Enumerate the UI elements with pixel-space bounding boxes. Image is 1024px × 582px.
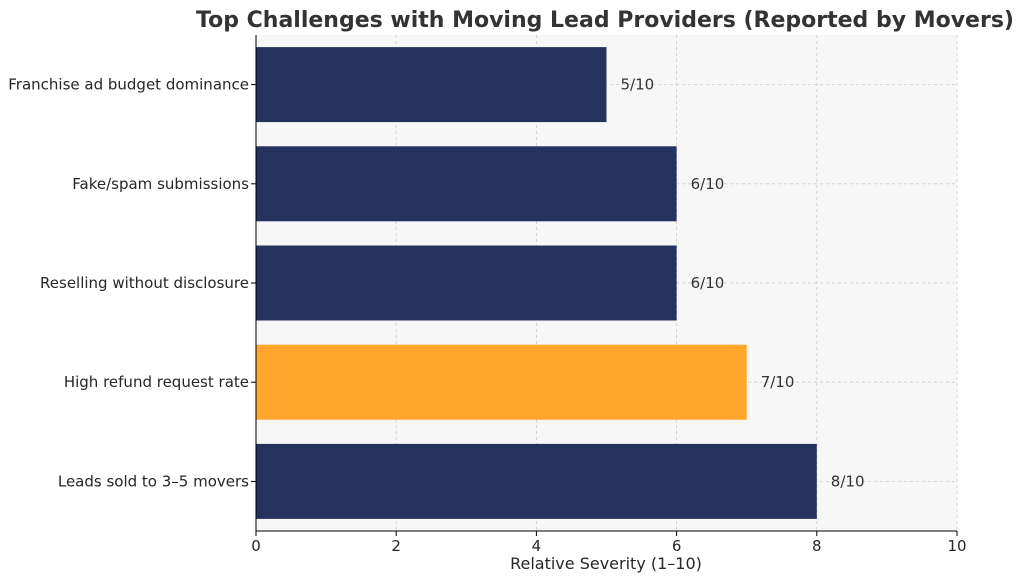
category-label: Fake/spam submissions — [72, 175, 249, 193]
x-tick-label: 4 — [532, 537, 542, 555]
x-tick-label: 8 — [812, 537, 822, 555]
category-label: High refund request rate — [64, 373, 249, 391]
bar — [256, 245, 677, 321]
data-label: 6/10 — [691, 274, 725, 292]
chart-title: Top Challenges with Moving Lead Provider… — [196, 8, 1014, 33]
x-tick-label: 6 — [672, 537, 682, 555]
category-labels: Franchise ad budget dominance Fake/spam s… — [8, 76, 256, 490]
data-labels: 5/10 6/10 6/10 7/10 8/10 — [621, 76, 865, 491]
bar — [256, 47, 607, 123]
x-tick-label: 2 — [391, 537, 401, 555]
category-label: Leads sold to 3–5 movers — [58, 472, 249, 490]
data-label: 6/10 — [691, 175, 725, 193]
category-label: Reselling without disclosure — [40, 274, 249, 292]
x-tick-label: 10 — [947, 537, 966, 555]
bar — [256, 443, 817, 519]
data-label: 5/10 — [621, 76, 655, 94]
bars — [256, 47, 817, 519]
category-label: Franchise ad budget dominance — [8, 76, 249, 94]
x-tick-label: 0 — [251, 537, 261, 555]
bar — [256, 344, 747, 420]
data-label: 7/10 — [761, 373, 795, 391]
x-tick-labels: 0 2 4 6 8 10 — [251, 531, 967, 555]
data-label: 8/10 — [831, 472, 865, 490]
bar — [256, 146, 677, 222]
x-axis-title: Relative Severity (1–10) — [510, 554, 702, 573]
